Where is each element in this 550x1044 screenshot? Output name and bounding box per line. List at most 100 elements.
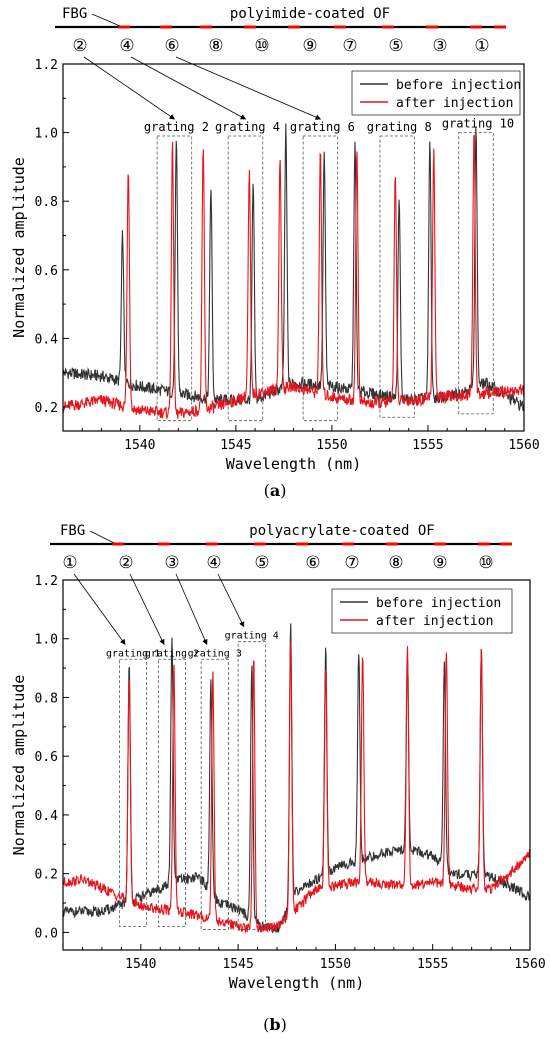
series-group — [63, 123, 524, 420]
grating-order-label: ⑩ — [478, 553, 493, 573]
series-line-before — [63, 623, 530, 934]
x-tick-label: 1545 — [222, 957, 253, 972]
grating-box — [458, 132, 494, 415]
legend: before injection after injection — [331, 588, 513, 634]
series-line-after — [63, 134, 524, 420]
grating-label: grating 10 — [442, 117, 514, 131]
grating-box — [200, 658, 229, 930]
grating-label: grating 4 — [215, 120, 280, 134]
x-axis-title: Wavelength (nm) — [229, 974, 364, 992]
y-tick-label: 0.2 — [35, 401, 58, 416]
grating-box — [302, 135, 339, 422]
grating-arrow — [129, 573, 165, 646]
grating-order-label: ② — [118, 553, 133, 573]
grating-arrow — [175, 573, 208, 646]
x-axis-title: Wavelength (nm) — [226, 455, 361, 473]
grating-order-label: ⑦ — [344, 553, 359, 573]
y-tick-label: 0.2 — [35, 868, 58, 883]
grating-order-label: ② — [72, 36, 87, 56]
y-tick-label: 0.0 — [35, 926, 58, 941]
grating-order-label: ⑨ — [432, 553, 447, 573]
x-tick-label: 1560 — [514, 957, 545, 972]
panel-a: FBG polyimide-coated OF ② ④ ⑥ ⑧ ⑩ ⑨ ⑦ ⑤ ③ ① grating … — [0, 0, 550, 520]
y-tick-label: 1.2 — [35, 574, 58, 589]
legend-label: after injection — [376, 614, 493, 629]
grating-label: grating 6 — [290, 120, 355, 134]
grating-order-label: ⑧ — [388, 553, 403, 573]
fbg-pointer — [89, 530, 115, 544]
grating-order-label: ⑥ — [305, 553, 320, 573]
y-axis-title: Normalized amplitude — [10, 157, 28, 338]
grating-order-label: ⑨ — [302, 36, 317, 56]
grating-order-label: ③ — [164, 553, 179, 573]
grating-order-label: ⑤ — [388, 36, 403, 56]
grating-order-label: ⑤ — [254, 553, 269, 573]
coating-label: polyimide-coated OF — [230, 6, 390, 22]
grating-order-label: ① — [474, 36, 489, 56]
grating-order-label: ⑥ — [164, 36, 179, 56]
grating-arrow — [175, 56, 322, 120]
grating-order-label: ④ — [119, 36, 134, 56]
grating-box — [237, 641, 266, 930]
fbg-label: FBG — [62, 6, 87, 22]
grating-box — [156, 135, 193, 422]
legend-label: before injection — [396, 78, 521, 93]
grating-order-label: ⑩ — [254, 36, 269, 56]
grating-label: grating 8 — [367, 120, 432, 134]
annotation-group: grating 2 grating 4 grating 6 grating 8 grat… — [83, 56, 514, 422]
y-axis-title: Normalized amplitude — [10, 675, 28, 856]
y-tick-label: 0.4 — [35, 809, 59, 824]
y-tick-label: 0.8 — [35, 691, 58, 706]
series-group — [63, 623, 530, 934]
x-tick-label: 1560 — [508, 438, 539, 453]
grating-order-label: ③ — [432, 36, 447, 56]
grating-arrow — [73, 573, 126, 645]
grating-box — [379, 135, 415, 418]
grating-box — [227, 135, 264, 422]
y-tick-label: 0.4 — [35, 332, 59, 347]
fbg-pointer — [91, 13, 121, 27]
fbg-label: FBG — [60, 523, 85, 539]
grating-label: grating 1 — [106, 648, 160, 659]
series-line-before — [63, 123, 524, 412]
y-tick-label: 1.0 — [35, 633, 58, 648]
y-tick-label: 1.0 — [35, 127, 58, 142]
x-tick-label: 1550 — [316, 438, 347, 453]
x-tick-label: 1540 — [125, 957, 156, 972]
y-tick-label: 0.6 — [35, 264, 58, 279]
legend-box — [351, 70, 521, 116]
legend-label: after injection — [396, 96, 513, 111]
legend-box — [331, 588, 513, 634]
grating-label: grating 4 — [225, 631, 279, 642]
panel-b: FBG polyacrylate-coated OF ① ② ③ ④ ⑤ ⑥ ⑦ ⑧ ⑨ ⑩ grati… — [0, 520, 550, 1044]
grating-arrow — [130, 56, 247, 120]
grating-label: grating 2 — [144, 120, 209, 134]
coating-label: polyacrylate-coated OF — [249, 523, 434, 539]
x-tick-label: 1555 — [417, 957, 448, 972]
plot-frame — [62, 579, 531, 951]
x-tick-label: 1550 — [320, 957, 351, 972]
y-tick-label: 0.8 — [35, 195, 58, 210]
chart-b: FBG polyacrylate-coated OF ① ② ③ ④ ⑤ ⑥ ⑦ ⑧ ⑨ ⑩ grati… — [10, 523, 546, 1034]
x-tick-label: 1540 — [124, 438, 155, 453]
fiber-schematic: FBG polyimide-coated OF ② ④ ⑥ ⑧ ⑩ ⑨ ⑦ ⑤ ③ ① — [55, 6, 506, 56]
grating-box — [157, 658, 186, 927]
grating-box — [119, 658, 148, 927]
grating-order-label: ① — [62, 553, 77, 573]
grating-order-label: ④ — [206, 553, 221, 573]
x-tick-label: 1545 — [220, 438, 251, 453]
grating-label: grating 3 — [188, 648, 242, 659]
panel-label: (a) — [264, 481, 287, 500]
y-tick-label: 0.6 — [35, 750, 58, 765]
legend-label: before injection — [376, 596, 501, 611]
grating-order-label: ⑦ — [342, 36, 357, 56]
x-tick-label: 1555 — [412, 438, 443, 453]
panel-label: (b) — [263, 1015, 287, 1034]
legend: before injection after injection — [351, 70, 521, 116]
grating-order-label: ⑧ — [208, 36, 223, 56]
grating-arrow — [217, 573, 245, 628]
y-tick-label: 1.2 — [35, 58, 58, 73]
grating-arrow — [83, 56, 176, 120]
series-line-after — [63, 641, 530, 934]
